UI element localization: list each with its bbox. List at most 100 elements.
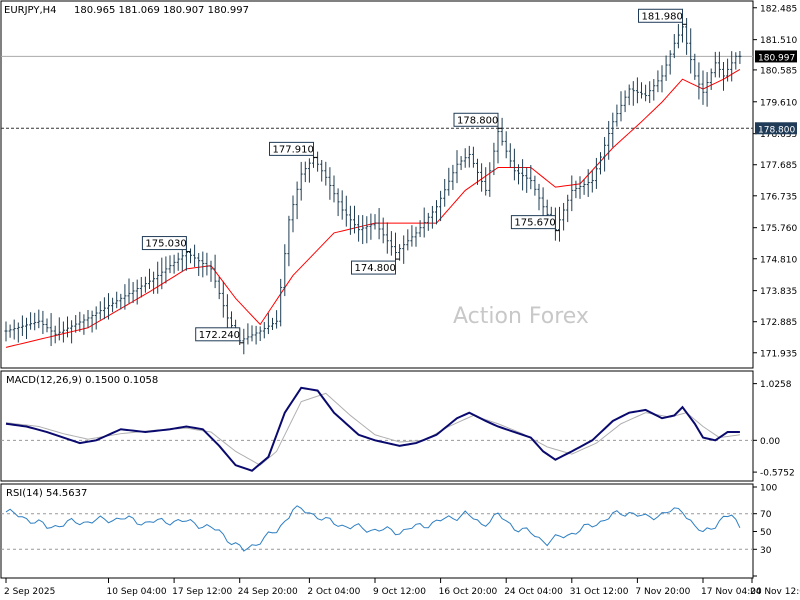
price-bar xyxy=(377,208,381,240)
current-price-label: 180.997 xyxy=(758,53,795,63)
price-bar xyxy=(332,175,336,203)
price-bar xyxy=(562,202,566,231)
x-tick-label: 17 Sep 12:00 xyxy=(172,587,232,597)
price-bar xyxy=(685,18,689,55)
price-bar xyxy=(496,126,500,164)
price-bar xyxy=(627,84,631,106)
price-bar xyxy=(455,150,459,184)
price-bar xyxy=(414,226,418,247)
price-annotation-label: 175.030 xyxy=(145,239,186,250)
price-bar xyxy=(504,131,508,159)
price-bar xyxy=(594,157,598,189)
ohlc-header: 180.965 181.069 180.907 180.997 xyxy=(74,5,249,16)
price-bar xyxy=(705,72,709,107)
price-bar xyxy=(250,325,254,342)
price-bar xyxy=(279,278,283,327)
price-tick-label: 178.635 xyxy=(760,130,797,140)
price-annotation-label: 178.800 xyxy=(457,115,498,126)
macd-signal-line xyxy=(5,392,740,466)
price-bar xyxy=(607,120,611,160)
price-bar xyxy=(709,68,713,90)
price-bar xyxy=(344,195,348,227)
price-bar xyxy=(90,310,94,333)
price-bar xyxy=(102,297,106,320)
price-bar xyxy=(299,161,303,201)
x-tick-label: 2 Sep 2025 xyxy=(4,587,55,597)
price-bar xyxy=(430,205,434,229)
price-bar xyxy=(635,77,639,104)
rsi-tick-label: 30 xyxy=(760,546,772,556)
support-price-box xyxy=(755,122,797,135)
support-price-label: 178.800 xyxy=(758,125,795,135)
price-bar xyxy=(422,207,426,238)
price-bar xyxy=(512,148,516,181)
price-bar xyxy=(402,235,406,264)
price-bar xyxy=(156,261,160,294)
price-bar xyxy=(558,206,561,242)
price-annotation: 172.240 xyxy=(195,327,244,344)
price-bar xyxy=(599,152,602,175)
price-bar xyxy=(254,325,258,345)
price-bar xyxy=(484,167,488,196)
price-bar xyxy=(369,213,373,240)
price-bar xyxy=(381,217,385,244)
rsi-line xyxy=(5,505,741,552)
price-annotation: 175.030 xyxy=(141,236,191,253)
price-bar xyxy=(644,84,648,102)
price-bar xyxy=(57,317,61,341)
price-bar xyxy=(258,326,262,341)
rsi-tick-label: 50 xyxy=(760,528,772,538)
price-annotation-label: 172.240 xyxy=(199,330,240,341)
price-bar xyxy=(16,322,20,343)
macd-tick-label: -0.5752 xyxy=(760,469,795,479)
price-bar xyxy=(209,260,213,282)
price-bar xyxy=(266,313,270,335)
price-bar xyxy=(574,180,578,199)
price-bar xyxy=(221,281,225,318)
price-bar xyxy=(324,161,328,186)
price-bar xyxy=(529,165,533,190)
price-bar xyxy=(283,244,287,297)
price-bar xyxy=(213,254,217,289)
price-bar xyxy=(271,317,274,331)
price-bar xyxy=(517,164,520,185)
price-annotation: 181.980 xyxy=(638,8,687,25)
price-bar xyxy=(668,50,672,75)
price-bar xyxy=(672,34,676,59)
price-bar xyxy=(168,255,172,274)
price-bar xyxy=(131,282,135,304)
price-tick-label: 174.810 xyxy=(760,255,797,265)
price-bar xyxy=(61,321,65,343)
price-bar xyxy=(275,310,279,329)
price-bar xyxy=(730,51,734,82)
price-bar xyxy=(291,195,295,233)
price-bar xyxy=(406,229,410,251)
price-bar xyxy=(738,51,742,64)
price-bar xyxy=(176,252,180,271)
price-bar xyxy=(29,312,33,330)
price-bar xyxy=(689,28,693,74)
price-bar xyxy=(20,315,24,336)
price-tick-label: 176.735 xyxy=(760,192,797,202)
price-bar xyxy=(82,314,86,335)
price-bar xyxy=(164,256,168,284)
price-bar xyxy=(287,215,291,267)
price-bar xyxy=(361,215,365,245)
price-bar xyxy=(713,51,717,78)
price-bar xyxy=(566,194,570,223)
x-tick-label: 2 Oct 04:00 xyxy=(307,587,360,597)
price-annotation: 177.910 xyxy=(269,141,318,158)
price-bar xyxy=(152,271,156,294)
x-tick-label: 7 Nov 20:00 xyxy=(635,587,690,597)
price-bar xyxy=(8,324,12,338)
price-annotation: 178.800 xyxy=(453,112,502,129)
price-bar xyxy=(471,146,475,168)
price-bar xyxy=(664,55,668,81)
x-tick-label: 10 Sep 04:00 xyxy=(107,587,167,597)
price-bar xyxy=(45,318,49,333)
price-bar xyxy=(94,306,98,330)
price-bar xyxy=(570,175,574,212)
price-tick-label: 172.885 xyxy=(760,318,797,328)
price-bar xyxy=(726,58,730,82)
price-bar xyxy=(127,278,131,304)
